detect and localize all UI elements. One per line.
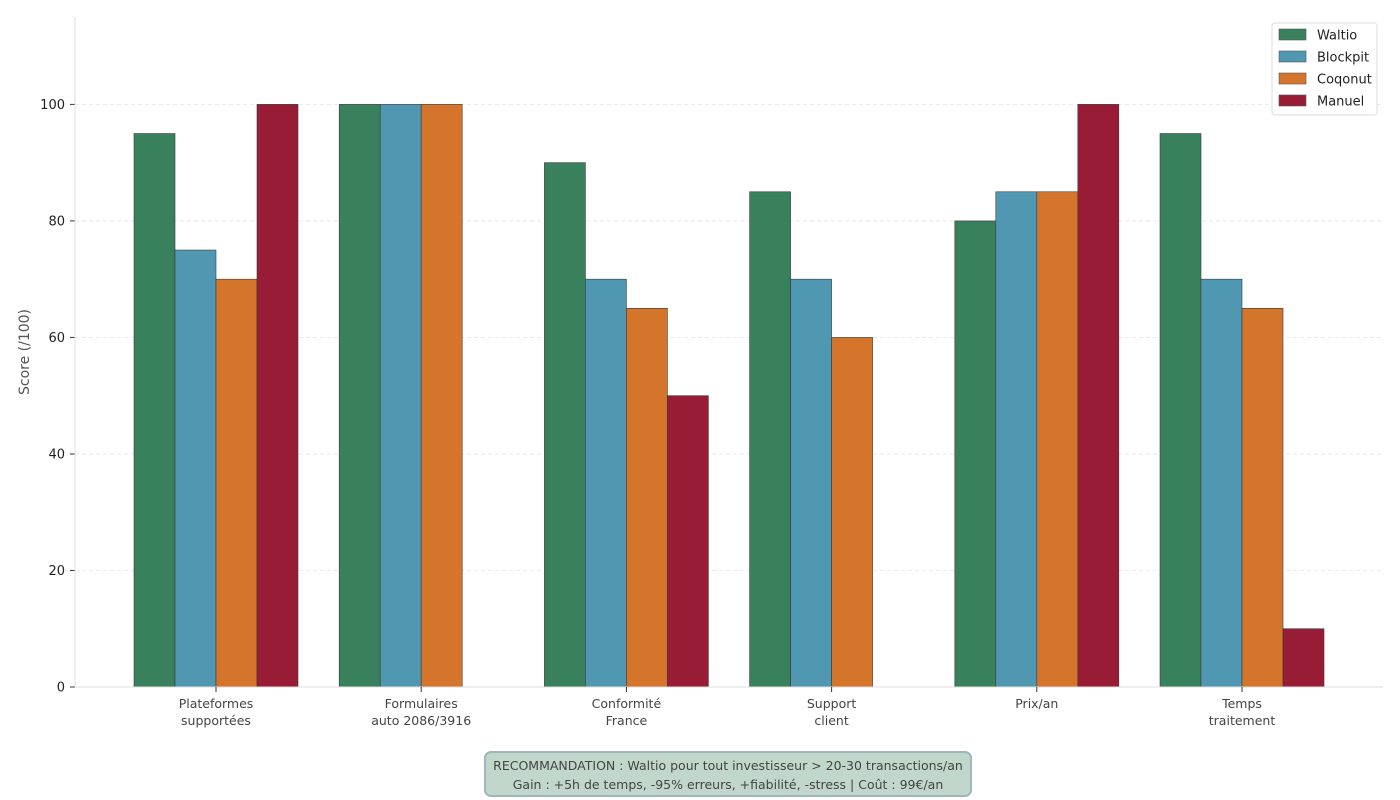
- legend-label-manuel: Manuel: [1317, 95, 1364, 110]
- bar-blockpit: [790, 278, 832, 688]
- bar-coqonut: [420, 104, 463, 688]
- x-tick-label: Prix/an: [1015, 696, 1058, 711]
- bar-blockpit: [585, 278, 627, 688]
- bar-coqonut: [215, 278, 258, 688]
- recommendation-line-2: Gain : +5h de temps, -95% erreurs, +fiab…: [512, 777, 944, 792]
- bar-coqonut: [1241, 308, 1284, 688]
- bar-manuel: [667, 395, 709, 688]
- x-tick-label: Formulaires: [385, 696, 458, 711]
- recommendation-box: RECOMMANDATION : Waltio pour tout invest…: [484, 751, 972, 797]
- bar-manuel: [256, 104, 299, 688]
- x-tick-label: traitement: [1209, 713, 1276, 728]
- bar-coqonut: [831, 337, 873, 688]
- x-tick-label: Plateformes: [179, 696, 254, 711]
- y-tick-label: 60: [48, 331, 65, 346]
- bar-waltio: [338, 104, 381, 688]
- legend-swatch-waltio: [1278, 28, 1307, 41]
- legend-box: [1271, 22, 1378, 116]
- x-tick-label: France: [606, 713, 648, 728]
- y-tick-label: 100: [40, 98, 65, 113]
- x-tick-label: auto 2086/3916: [371, 713, 471, 728]
- bar-manuel: [1077, 104, 1120, 688]
- y-axis-label: Score (/100): [17, 309, 33, 395]
- legend-swatch-manuel: [1278, 94, 1307, 107]
- bar-waltio: [544, 162, 586, 688]
- y-tick-label: 0: [57, 681, 65, 696]
- bar-blockpit: [174, 249, 217, 688]
- bar-coqonut: [1036, 191, 1079, 688]
- x-tick-label: Support: [807, 696, 857, 711]
- legend-swatch-blockpit: [1278, 50, 1307, 63]
- x-tick-label: supportées: [181, 713, 251, 728]
- y-tick-label: 40: [48, 447, 65, 462]
- bar-blockpit: [1200, 278, 1243, 688]
- y-tick-label: 80: [48, 214, 65, 229]
- legend-swatch-coqonut: [1278, 72, 1307, 85]
- y-tick-label: 20: [48, 564, 65, 579]
- bar-waltio: [133, 133, 176, 688]
- legend-label-coqonut: Coqonut: [1317, 73, 1372, 88]
- bar-blockpit: [379, 104, 422, 688]
- bar-blockpit: [995, 191, 1038, 688]
- x-tick-label: client: [814, 713, 848, 728]
- bar-waltio: [749, 191, 791, 688]
- legend-label-blockpit: Blockpit: [1317, 51, 1369, 66]
- bar-waltio: [1159, 133, 1202, 688]
- x-tick-label: Temps: [1221, 696, 1262, 711]
- x-tick-label: Conformité: [592, 696, 662, 711]
- bar-waltio: [954, 220, 997, 688]
- bar-manuel: [1282, 628, 1325, 688]
- bar-coqonut: [626, 308, 668, 688]
- legend-label-waltio: Waltio: [1317, 29, 1357, 44]
- recommendation-line-1: RECOMMANDATION : Waltio pour tout invest…: [493, 758, 963, 773]
